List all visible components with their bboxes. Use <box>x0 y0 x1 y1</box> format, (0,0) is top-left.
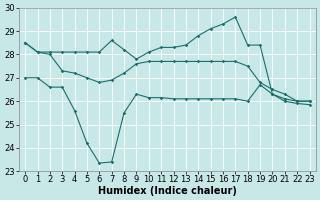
X-axis label: Humidex (Indice chaleur): Humidex (Indice chaleur) <box>98 186 237 196</box>
